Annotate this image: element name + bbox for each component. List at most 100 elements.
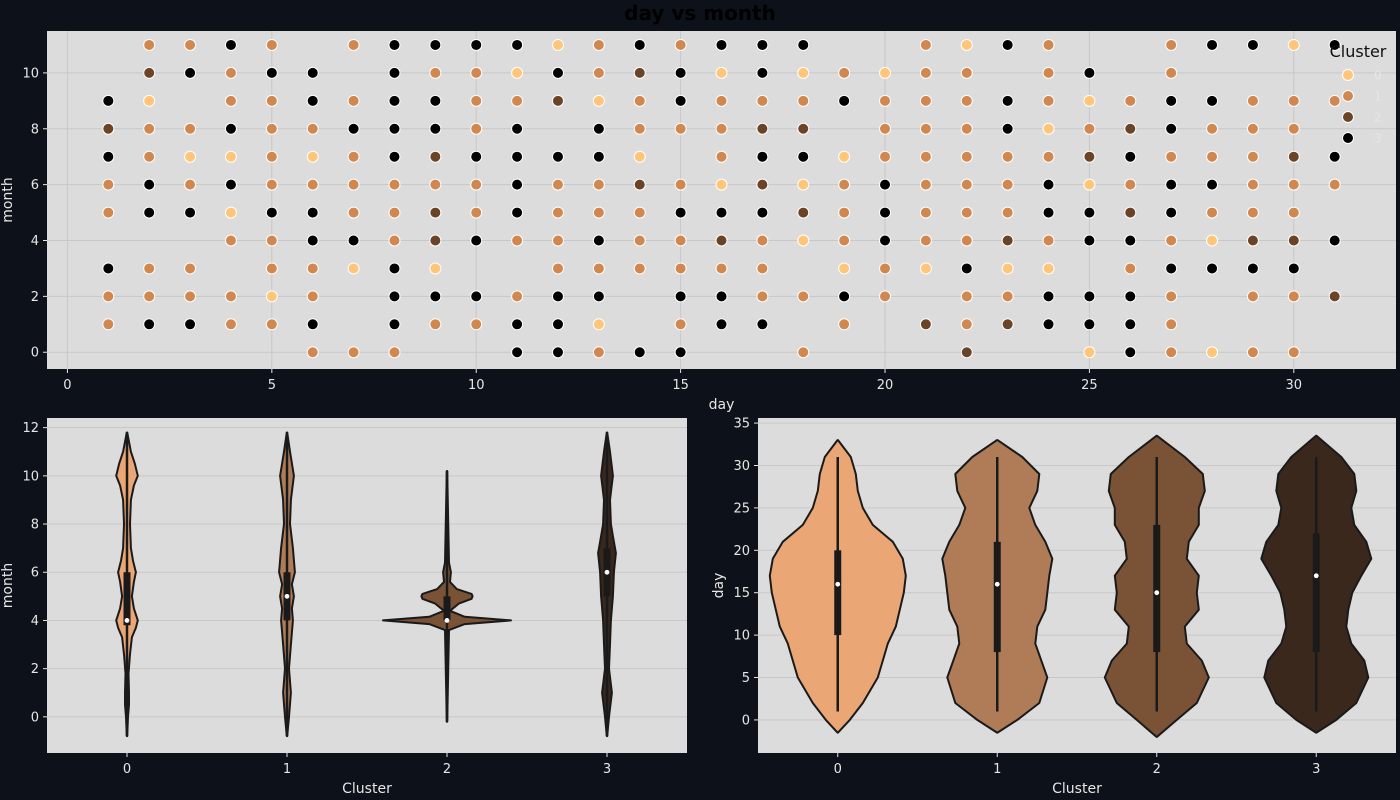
scatter-point xyxy=(1246,290,1259,303)
scatter-point xyxy=(388,262,401,275)
x-tick-label: 3 xyxy=(603,762,611,777)
scatter-point xyxy=(1001,122,1014,135)
scatter-point xyxy=(306,290,319,303)
scatter-point xyxy=(879,150,892,163)
y-axis-label: month xyxy=(0,177,16,222)
scatter-point xyxy=(674,290,687,303)
scatter-point xyxy=(1001,178,1014,191)
y-tick-label: 10 xyxy=(22,469,39,484)
scatter-point xyxy=(551,150,564,163)
scatter-point xyxy=(1206,346,1219,359)
scatter-point xyxy=(1165,290,1178,303)
scatter-point xyxy=(184,38,197,51)
scatter-point xyxy=(511,290,524,303)
violin-median-point xyxy=(444,618,450,623)
scatter-point xyxy=(429,178,442,191)
scatter-point xyxy=(102,94,115,107)
y-tick-label: 0 xyxy=(31,710,39,725)
scatter-point xyxy=(143,290,156,303)
scatter-point xyxy=(674,94,687,107)
scatter-point xyxy=(224,150,237,163)
scatter-point xyxy=(838,66,851,79)
scatter-point xyxy=(388,346,401,359)
scatter-point xyxy=(919,94,932,107)
x-axis-label: Cluster xyxy=(1052,781,1102,797)
scatter-point xyxy=(347,206,360,219)
scatter-point xyxy=(511,122,524,135)
scatter-point xyxy=(470,94,483,107)
scatter-point xyxy=(756,290,769,303)
scatter-point xyxy=(1206,150,1219,163)
scatter-point xyxy=(1165,38,1178,51)
violin-iqr-box xyxy=(834,550,842,636)
scatter-point xyxy=(1246,206,1259,219)
scatter-point xyxy=(960,290,973,303)
violin-median-point xyxy=(124,618,130,623)
x-tick-label: 3 xyxy=(1312,762,1320,777)
scatter-point xyxy=(960,178,973,191)
scatter-point xyxy=(265,94,278,107)
scatter-point xyxy=(879,178,892,191)
scatter-point xyxy=(674,122,687,135)
legend: Cluster 0 1 2 3 xyxy=(1330,42,1387,146)
scatter-point xyxy=(715,290,728,303)
scatter-point xyxy=(756,150,769,163)
scatter-point xyxy=(224,234,237,247)
scatter-point xyxy=(797,206,810,219)
scatter-point xyxy=(756,66,769,79)
x-tick-label: 25 xyxy=(1081,378,1098,393)
x-tick-label: 0 xyxy=(63,378,71,393)
scatter-point xyxy=(1328,94,1341,107)
scatter-point xyxy=(347,94,360,107)
scatter-point xyxy=(143,38,156,51)
scatter-point xyxy=(470,122,483,135)
scatter-point xyxy=(919,66,932,79)
scatter-point xyxy=(1287,150,1300,163)
scatter-point xyxy=(388,206,401,219)
scatter-point xyxy=(306,122,319,135)
x-tick-label: 0 xyxy=(834,762,842,777)
violin-iqr-box xyxy=(123,572,131,626)
legend-marker xyxy=(1342,132,1354,144)
scatter-point xyxy=(879,206,892,219)
scatter-point xyxy=(756,94,769,107)
x-tick-label: 2 xyxy=(443,762,451,777)
scatter-point xyxy=(429,262,442,275)
scatter-point xyxy=(1083,346,1096,359)
scatter-point xyxy=(1328,234,1341,247)
scatter-point xyxy=(838,290,851,303)
y-tick-label: 15 xyxy=(733,586,750,601)
x-tick-label: 20 xyxy=(877,378,894,393)
scatter-point xyxy=(919,318,932,331)
scatter-point xyxy=(511,318,524,331)
x-tick-label: 5 xyxy=(268,378,276,393)
scatter-point xyxy=(715,262,728,275)
scatter-point xyxy=(388,234,401,247)
x-tick-label: 2 xyxy=(1153,762,1161,777)
scatter-point xyxy=(756,318,769,331)
scatter-point xyxy=(265,262,278,275)
scatter-point xyxy=(143,318,156,331)
scatter-point xyxy=(715,234,728,247)
legend-label: 0 xyxy=(1374,69,1382,83)
y-tick-label: 10 xyxy=(22,66,39,81)
scatter-point xyxy=(797,38,810,51)
y-tick-label: 25 xyxy=(733,501,750,516)
scatter-point xyxy=(797,66,810,79)
x-tick-label: 1 xyxy=(283,762,291,777)
scatter-point xyxy=(1042,122,1055,135)
scatter-point xyxy=(511,234,524,247)
scatter-point xyxy=(265,122,278,135)
scatter-point xyxy=(1246,150,1259,163)
scatter-point xyxy=(674,318,687,331)
scatter-point xyxy=(143,122,156,135)
scatter-point xyxy=(1246,262,1259,275)
scatter-point xyxy=(960,38,973,51)
scatter-point xyxy=(1042,290,1055,303)
scatter-point xyxy=(592,346,605,359)
scatter-point xyxy=(511,66,524,79)
scatter-point xyxy=(592,122,605,135)
scatter-point xyxy=(1001,38,1014,51)
scatter-point xyxy=(919,206,932,219)
scatter-point xyxy=(633,94,646,107)
